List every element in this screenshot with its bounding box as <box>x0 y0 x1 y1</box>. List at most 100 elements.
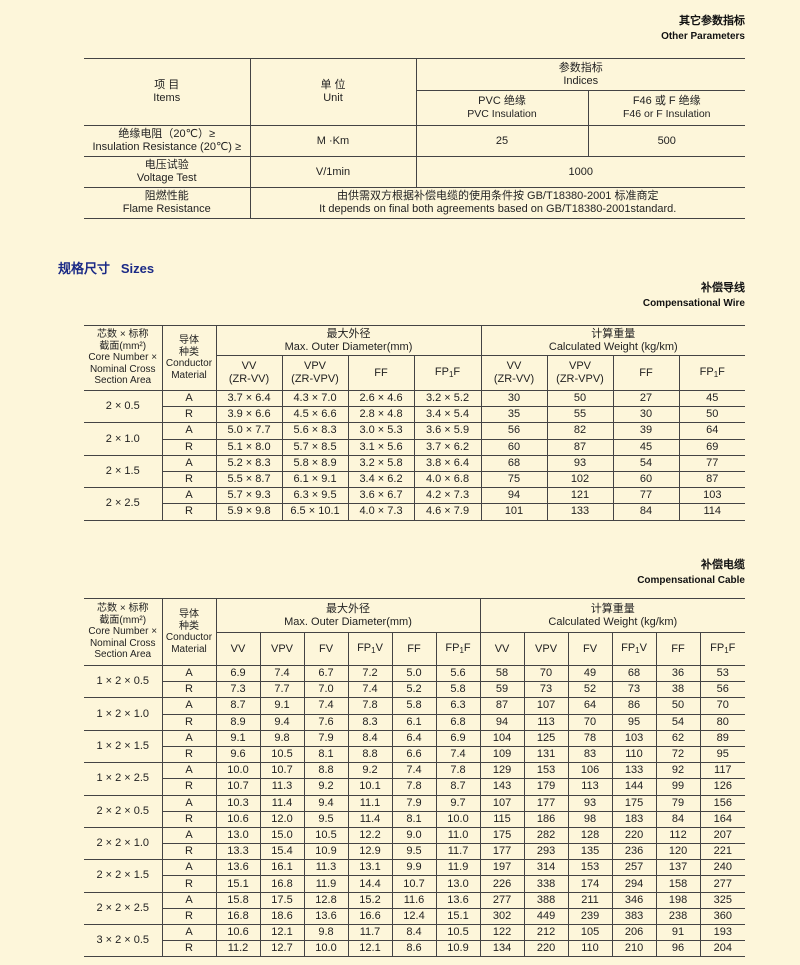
text-end: V <box>375 641 383 654</box>
line: 16.8 <box>217 910 259 923</box>
line: 84 <box>614 505 678 518</box>
line: VV <box>482 360 546 373</box>
value: 70 <box>567 713 613 731</box>
text: 2 × 2 × 1.5 <box>96 869 150 882</box>
line: A <box>163 797 215 810</box>
line: 64 <box>569 699 611 712</box>
value: 3.4 × 5.4 <box>413 406 482 424</box>
text: VV <box>494 642 510 655</box>
value: 8.4 <box>347 729 393 747</box>
value: 7.0 <box>303 681 349 699</box>
line: 15.1 <box>217 877 259 891</box>
text: 11.7 <box>359 926 381 939</box>
text: 186 <box>536 812 556 825</box>
text: 54 <box>639 456 653 469</box>
text: 8.1 <box>318 748 334 761</box>
value: 10.7 <box>391 875 437 893</box>
value: 5.6 <box>435 664 481 683</box>
row: 2 × 0.5 A 3.7 × 6.4 4.3 × 7.0 2.6 × 4.6 3.2 ×… <box>84 389 746 424</box>
value: 5.7 × 8.5 <box>281 438 349 456</box>
wire-title-block: 补偿导线 Compensational Wire <box>643 279 745 309</box>
line: 8.4 <box>349 732 391 745</box>
value: 113 <box>523 713 569 731</box>
line: 17.5 <box>261 893 303 907</box>
column-header: FF <box>347 355 415 391</box>
material: R <box>162 503 217 521</box>
row: 3 × 2 × 0.5 A 10.6 12.1 9.8 11.7 8.4 10.5 122 212… <box>84 923 746 958</box>
value: 7.6 <box>303 713 349 731</box>
line: Material <box>163 644 215 656</box>
value: 103 <box>678 487 746 505</box>
text: R <box>185 942 193 955</box>
value: 3.6 × 6.7 <box>347 487 415 505</box>
text: R <box>185 812 193 825</box>
text: 126 <box>713 780 732 793</box>
value: 9.5 <box>391 843 437 861</box>
value: 113 <box>567 778 613 796</box>
text: F46 or F Insulation <box>622 108 711 120</box>
value: 13.0 <box>215 826 261 845</box>
material: A <box>161 422 217 440</box>
value: 11.4 <box>259 794 305 812</box>
column-header: FP1F <box>678 355 746 391</box>
text: 73 <box>627 683 641 696</box>
line: VPV <box>548 360 612 373</box>
text: 8.9 <box>230 715 246 728</box>
text: 6.3 <box>450 699 466 712</box>
value: 221 <box>699 843 746 861</box>
line: 75 <box>482 473 546 486</box>
value: 3.2 × 5.8 <box>347 454 415 472</box>
value: 9.6 <box>215 745 261 764</box>
column-header: FP1F <box>435 632 481 666</box>
text: 101 <box>504 505 524 518</box>
text: (ZR-VV) <box>493 373 535 385</box>
value: 10.9 <box>435 940 481 958</box>
line: 383 <box>613 910 655 923</box>
text: 5.7 × 8.5 <box>293 440 337 453</box>
text: 360 <box>713 909 732 922</box>
value: 35 <box>480 406 548 424</box>
line: 单 位 <box>251 79 415 92</box>
line: It depends on final both agreements base… <box>251 203 745 216</box>
value: 302 <box>479 907 525 926</box>
line: 芯数 × 标称 <box>84 329 161 341</box>
value: 3.2 × 5.2 <box>413 389 482 408</box>
line: VV <box>217 643 260 656</box>
line: A <box>163 424 215 437</box>
text: 86 <box>627 699 641 712</box>
value: 257 <box>611 859 657 877</box>
column-header: VPV <box>259 632 305 666</box>
text: 5.1 × 8.0 <box>227 440 271 453</box>
line: 156 <box>701 797 745 810</box>
line: 4.6 × 7.9 <box>415 505 480 518</box>
value: 9.5 <box>303 810 349 828</box>
line: 3.7 × 6.4 <box>217 392 281 405</box>
line: 221 <box>701 845 745 858</box>
value: 6.8 <box>435 713 481 731</box>
text: 110 <box>625 748 643 761</box>
line: 50 <box>680 408 745 421</box>
value: 186 <box>523 810 569 828</box>
text: 314 <box>536 861 556 874</box>
line: 5.9 × 9.8 <box>217 505 281 518</box>
line: 导体 <box>163 609 215 621</box>
text: 15.1 <box>227 877 249 890</box>
line: 179 <box>525 780 567 793</box>
text: Indices <box>563 74 599 87</box>
text: 10.0 <box>447 812 469 825</box>
text: 17.5 <box>271 893 293 906</box>
text: 221 <box>713 845 732 858</box>
line: 143 <box>481 780 523 793</box>
text: 3.7 × 6.4 <box>227 392 271 405</box>
line: 2 × 1.0 <box>84 433 161 446</box>
subtitle: Compensational Cable <box>637 575 745 586</box>
material: A <box>161 389 217 408</box>
value: 101 <box>480 503 548 521</box>
value: 16.8 <box>215 907 261 926</box>
text: 115 <box>493 812 511 825</box>
material: A <box>161 454 217 472</box>
value: 134 <box>479 940 525 958</box>
line: R <box>163 408 216 421</box>
line: 240 <box>701 861 745 874</box>
value: 144 <box>611 778 657 796</box>
